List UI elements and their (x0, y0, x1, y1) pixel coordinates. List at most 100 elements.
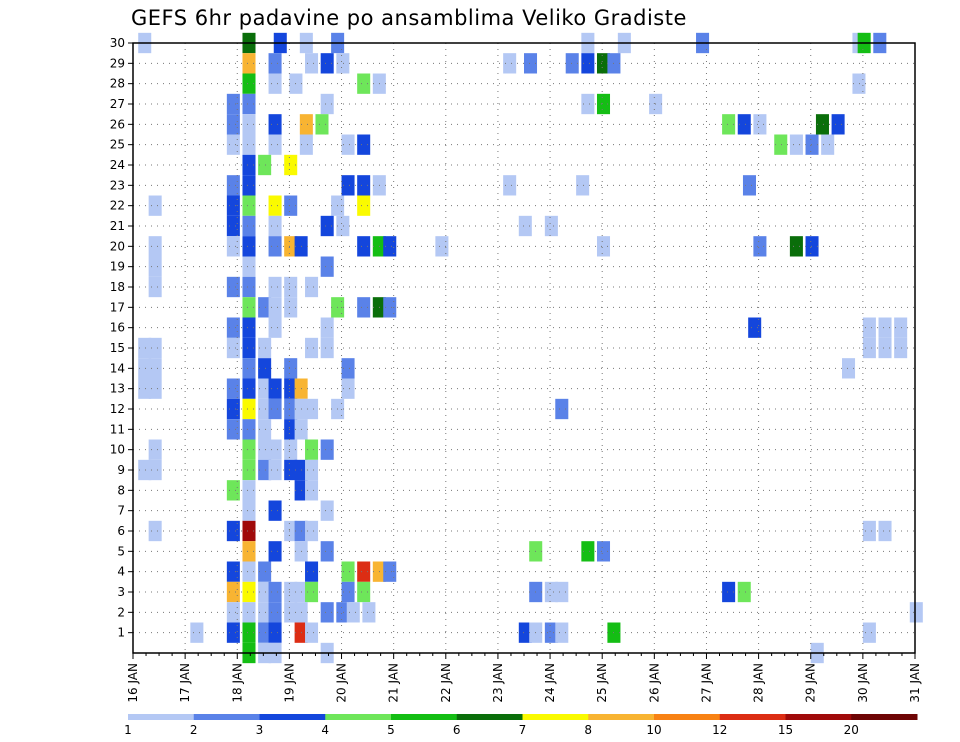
heatmap-cell (341, 175, 355, 196)
heatmap-cell (268, 541, 282, 562)
y-tick-label: 26 (110, 117, 125, 131)
heatmap-cell (320, 439, 334, 460)
heatmap-cell (774, 134, 788, 155)
y-tick-label: 29 (110, 56, 125, 70)
colorbar-label: 8 (584, 723, 592, 737)
heatmap-cell (148, 195, 162, 216)
heatmap-cell (357, 134, 371, 155)
heatmap-cell (789, 236, 803, 257)
heatmap-cell (242, 215, 256, 237)
heatmap-cell (305, 53, 319, 74)
heatmap-cell (242, 378, 256, 399)
heatmap-cell (341, 378, 355, 399)
heatmap-cell (362, 602, 376, 623)
heatmap-cell (544, 215, 558, 237)
y-tick-label: 2 (117, 605, 125, 619)
heatmap-cell (242, 276, 256, 298)
heatmap-cell (320, 256, 334, 277)
heatmap-cell (555, 398, 569, 420)
colorbar-swatch (654, 714, 721, 720)
heatmap-cell (336, 53, 350, 74)
heatmap-cell (258, 398, 272, 420)
y-tick-label: 3 (117, 585, 125, 599)
heatmap-cell (305, 276, 319, 298)
y-tick-label: 1 (117, 626, 125, 640)
heatmap-cell (226, 215, 240, 237)
heatmap-cell (226, 378, 240, 399)
heatmap-cell (581, 93, 595, 115)
heatmap-cell (226, 195, 240, 216)
heatmap-cell (284, 398, 298, 420)
x-tick-label: 30 JAN (856, 663, 870, 703)
heatmap-cell (336, 602, 350, 623)
heatmap-cell (894, 337, 908, 359)
y-tick-label: 30 (110, 36, 125, 50)
heatmap-cell (305, 398, 319, 420)
y-tick-label: 21 (110, 219, 125, 233)
x-tick-label: 17 JAN (178, 663, 192, 703)
heatmap-cell (226, 317, 240, 338)
heatmap-cell (268, 378, 282, 399)
y-tick-label: 19 (110, 260, 125, 274)
x-tick-label: 23 JAN (491, 663, 505, 703)
heatmap-cell (596, 93, 611, 115)
y-tick-label: 23 (110, 178, 125, 192)
heatmap-cell (435, 236, 449, 257)
heatmap-cell (596, 236, 611, 257)
y-tick-label: 9 (117, 463, 125, 477)
heatmap-cell (268, 439, 282, 460)
heatmap-cell (148, 520, 162, 542)
heatmap-cell (226, 419, 240, 440)
heatmap-cell (268, 317, 282, 338)
colorbar-label: 1 (124, 723, 132, 737)
x-tick-label: 19 JAN (282, 663, 296, 703)
heatmap-cell (226, 134, 240, 155)
chart-title: GEFS 6hr padavine po ansamblima Veliko G… (131, 6, 687, 30)
heatmap-cell (894, 317, 908, 338)
heatmap-cell (357, 195, 371, 216)
heatmap-cell (748, 317, 762, 338)
colorbar-swatch (785, 714, 852, 720)
heatmap-cell (268, 581, 282, 603)
heatmap-cell (357, 175, 371, 196)
heatmap-cell (789, 134, 803, 155)
y-tick-label: 12 (110, 402, 125, 416)
y-tick-label: 27 (110, 97, 125, 111)
heatmap-cell (299, 134, 313, 155)
heatmap-cell (258, 459, 272, 481)
y-tick-label: 28 (110, 77, 125, 91)
heatmap-cell (268, 195, 282, 216)
y-tick-label: 25 (110, 138, 125, 152)
heatmap-cell (148, 459, 162, 481)
y-axis: 1234567891011121314151617181920212223242… (110, 36, 133, 640)
heatmap-cell (258, 154, 272, 176)
heatmap-cell (305, 480, 319, 501)
heatmap-cell (831, 114, 845, 135)
heatmap-cell (305, 561, 319, 582)
heatmap-cell (544, 622, 558, 643)
heatmap-cell (821, 134, 835, 155)
heatmap-cell (268, 297, 282, 318)
heatmap-cell (258, 581, 272, 603)
x-tick-label: 20 JAN (335, 663, 349, 703)
heatmap-cell (576, 175, 590, 196)
heatmap-cell (581, 541, 595, 562)
x-tick-label: 28 JAN (752, 663, 766, 703)
heatmap-cell (315, 114, 329, 135)
heatmap-cell (242, 175, 256, 196)
heatmap-cell (226, 398, 240, 420)
heatmap-cell (878, 337, 892, 359)
heatmap-cell (320, 215, 334, 237)
heatmap-cell (242, 419, 256, 440)
colorbar-swatch (851, 714, 918, 720)
colorbar: 1 2 3 4 5 6 7 8 10 12 15 20 (124, 714, 918, 737)
x-tick-label: 31 JAN (908, 663, 922, 703)
y-tick-label: 17 (110, 300, 125, 314)
heatmap-cell (226, 561, 240, 582)
x-tick-label: 24 JAN (543, 663, 557, 703)
heatmap-cell (258, 439, 272, 460)
heatmap-cell (268, 622, 282, 643)
colorbar-swatch (522, 714, 589, 720)
heatmap-cell (852, 73, 866, 94)
heatmap-cell (341, 134, 355, 155)
